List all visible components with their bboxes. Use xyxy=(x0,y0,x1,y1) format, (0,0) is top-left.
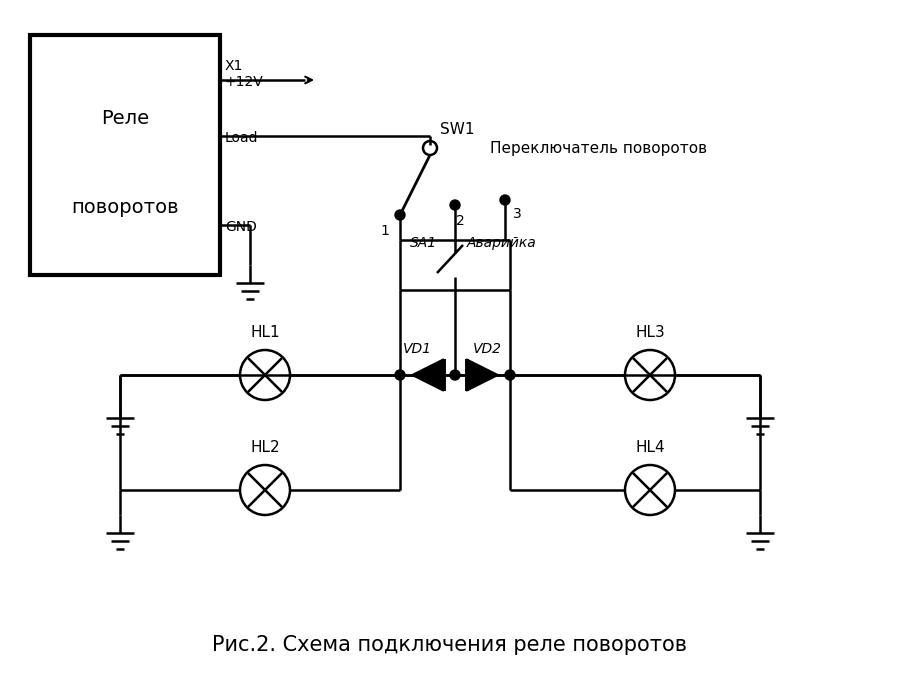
Circle shape xyxy=(395,210,405,220)
Polygon shape xyxy=(466,359,498,391)
Text: поворотов: поворотов xyxy=(71,198,179,217)
Text: SA1: SA1 xyxy=(410,236,437,250)
Bar xyxy=(30,35,220,275)
Circle shape xyxy=(500,195,510,205)
Circle shape xyxy=(450,200,460,210)
Text: Реле: Реле xyxy=(101,109,149,129)
Text: VD1: VD1 xyxy=(403,342,432,356)
Text: Load: Load xyxy=(225,131,259,145)
Text: +12V: +12V xyxy=(225,75,264,89)
Text: HL2: HL2 xyxy=(251,440,280,455)
Text: HL1: HL1 xyxy=(251,325,280,340)
Text: SW1: SW1 xyxy=(440,123,474,137)
Text: 1: 1 xyxy=(381,224,390,238)
Text: VD2: VD2 xyxy=(473,342,502,356)
Text: 2: 2 xyxy=(455,214,464,228)
Text: HL3: HL3 xyxy=(635,325,665,340)
Text: X1: X1 xyxy=(225,59,243,73)
Text: GND: GND xyxy=(225,220,257,234)
Text: Рис.2. Схема подключения реле поворотов: Рис.2. Схема подключения реле поворотов xyxy=(212,635,686,655)
Polygon shape xyxy=(411,359,444,391)
Text: Аварийка: Аварийка xyxy=(467,236,537,250)
Circle shape xyxy=(395,370,405,380)
Text: 3: 3 xyxy=(513,207,522,221)
Circle shape xyxy=(505,370,515,380)
Circle shape xyxy=(450,370,460,380)
Text: HL4: HL4 xyxy=(635,440,665,455)
Text: Переключатель поворотов: Переключатель поворотов xyxy=(490,140,707,156)
